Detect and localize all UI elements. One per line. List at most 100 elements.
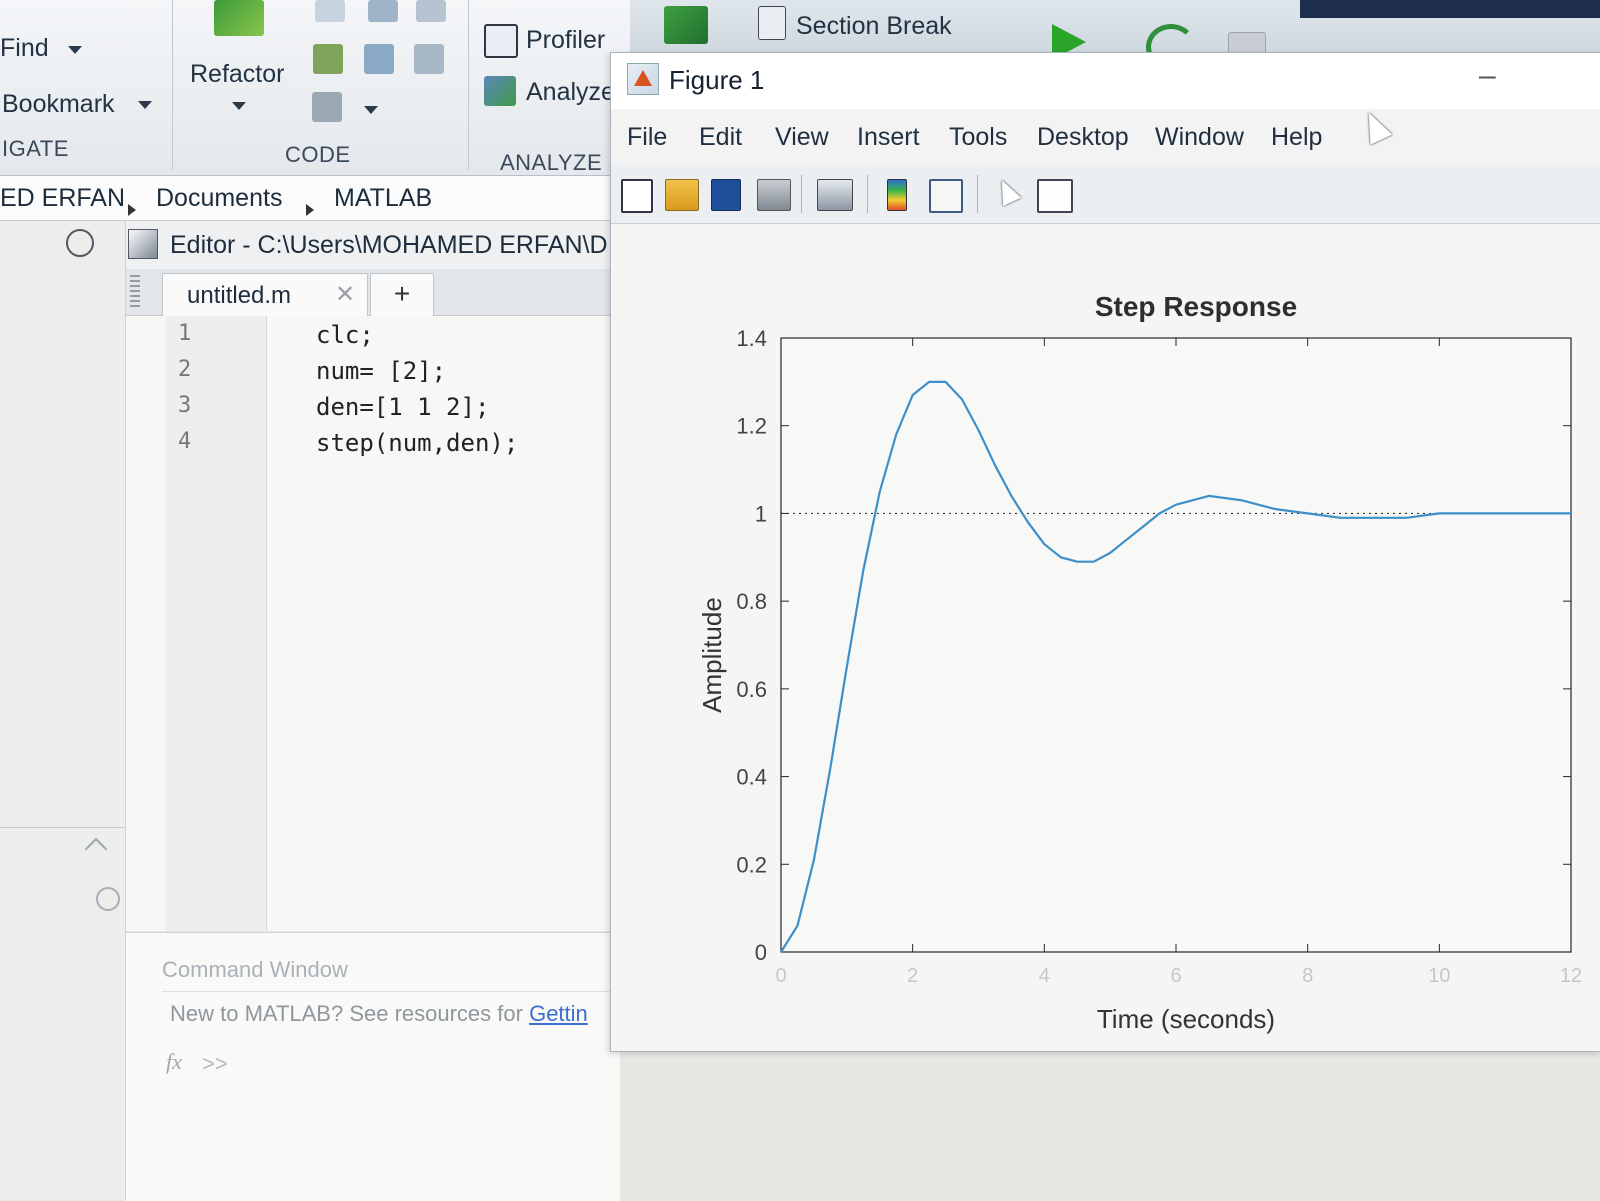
outdent-icon[interactable]: [414, 44, 444, 74]
line-number: 3: [178, 393, 192, 418]
y-tick-label: 0.4: [736, 765, 767, 790]
breadcrumb-separator-icon: [128, 194, 136, 223]
figure-window: Figure 1 – File Edit View Insert Tools D…: [610, 52, 1600, 1052]
panel-actions-icon[interactable]: [66, 229, 94, 257]
toolbar-separator: [867, 175, 868, 213]
editor-tab-bar: untitled.m ✕ +: [126, 269, 620, 316]
new-figure-icon[interactable]: [621, 179, 653, 213]
axes-box: [780, 337, 1572, 953]
bookmark-button[interactable]: Bookmark: [2, 90, 115, 118]
wrap-comments-icon[interactable]: [416, 0, 446, 22]
current-folder-breadcrumb: ED ERFAN Documents MATLAB: [0, 176, 620, 221]
chevron-down-icon[interactable]: [68, 46, 82, 54]
tab-untitled-m[interactable]: untitled.m ✕: [162, 273, 368, 316]
y-tick-label: 1.4: [736, 326, 767, 351]
breadcrumb-item-documents[interactable]: Documents: [156, 184, 283, 212]
window-frame-edge: [1300, 0, 1600, 18]
minimize-button[interactable]: –: [1479, 59, 1496, 92]
code-line[interactable]: num= [2];: [316, 357, 447, 385]
x-tick-label: 6: [1170, 965, 1181, 987]
drag-handle-icon[interactable]: [130, 275, 140, 309]
fx-icon[interactable]: fx: [166, 1049, 182, 1074]
menu-help[interactable]: Help: [1271, 123, 1323, 151]
navigate-section-label: IGATE: [2, 136, 69, 161]
chart-title: Step Response: [1095, 291, 1297, 322]
menu-edit[interactable]: Edit: [699, 123, 743, 151]
chevron-down-icon[interactable]: [232, 102, 246, 110]
command-prompt[interactable]: >>: [202, 1051, 228, 1076]
y-tick-label: 0.2: [736, 852, 767, 877]
editor-panel: Editor - C:\Users\MOHAMED ERFAN\D untitl…: [126, 221, 620, 931]
line-number: 2: [178, 357, 192, 382]
step-response-line: [780, 380, 1571, 953]
y-tick-label: 1.2: [736, 414, 767, 439]
print-icon[interactable]: [757, 179, 791, 211]
menu-tools[interactable]: Tools: [949, 123, 1008, 151]
insert-legend-icon[interactable]: [929, 179, 963, 213]
menu-file[interactable]: File: [627, 123, 668, 151]
figure-titlebar: Figure 1 –: [611, 53, 1600, 109]
menu-desktop[interactable]: Desktop: [1037, 123, 1129, 151]
insert-colorbar-icon[interactable]: [887, 179, 907, 211]
refactor-button[interactable]: Refactor: [190, 60, 285, 88]
editor-title: Editor - C:\Users\MOHAMED ERFAN\D: [170, 231, 608, 259]
y-tick-label: 1: [755, 501, 767, 526]
open-file-icon[interactable]: [665, 179, 699, 211]
line-number: 4: [178, 429, 192, 454]
link-plot-icon[interactable]: [817, 179, 853, 211]
smart-indent-icon[interactable]: [313, 44, 343, 74]
editor-titlebar: Editor - C:\Users\MOHAMED ERFAN\D: [126, 221, 620, 270]
menu-insert[interactable]: Insert: [857, 123, 920, 151]
section-break-button[interactable]: Section Break: [796, 12, 952, 40]
chevron-up-icon[interactable]: [84, 837, 108, 861]
mouse-pointer-icon: [1357, 107, 1393, 145]
save-icon[interactable]: [711, 179, 741, 211]
menu-view[interactable]: View: [775, 123, 829, 151]
code-line[interactable]: step(num,den);: [316, 429, 519, 457]
getting-started-link[interactable]: Gettin: [529, 1001, 588, 1026]
x-axis-label: Time (seconds): [1097, 1004, 1275, 1034]
matlab-peak-shape: [634, 70, 652, 86]
comment-icon[interactable]: [315, 0, 345, 22]
new-tab-button[interactable]: +: [370, 273, 434, 316]
profiler-icon[interactable]: [484, 24, 518, 58]
panel-divider: [0, 827, 125, 828]
indent-icon[interactable]: [364, 44, 394, 74]
ribbon-divider: [468, 0, 469, 170]
breadcrumb-item-matlab[interactable]: MATLAB: [334, 184, 433, 212]
find-button[interactable]: Find: [0, 34, 49, 62]
edit-plot-icon[interactable]: [992, 175, 1022, 209]
breadcrumb-item-user[interactable]: ED ERFAN: [0, 184, 126, 212]
y-tick-label: 0.6: [736, 677, 767, 702]
command-window: Command Window New to MATLAB? See resour…: [126, 932, 620, 1201]
run-section-icon[interactable]: [664, 6, 708, 44]
ribbon-divider: [172, 0, 173, 170]
y-tick-label: 0.8: [736, 589, 767, 614]
code-line[interactable]: den=[1 1 2];: [316, 393, 490, 421]
menu-window[interactable]: Window: [1155, 123, 1244, 151]
arrow-shape: [992, 175, 1022, 207]
figure-toolbar: [611, 165, 1600, 224]
line-number: 1: [178, 321, 192, 346]
x-tick-label: 12: [1560, 965, 1582, 987]
code-line[interactable]: clc;: [316, 321, 374, 349]
refactor-icon[interactable]: [214, 0, 264, 36]
analyze-icon[interactable]: [484, 76, 516, 106]
chevron-down-icon[interactable]: [364, 106, 378, 114]
getting-started-message: New to MATLAB? See resources for Gettin: [170, 1001, 588, 1027]
section-break-icon[interactable]: [758, 6, 786, 40]
panel-actions-icon[interactable]: [96, 887, 120, 911]
x-tick-label: 10: [1428, 965, 1450, 987]
chevron-down-icon[interactable]: [138, 101, 152, 109]
analyze-button[interactable]: Analyze: [526, 78, 615, 106]
insert-function-icon[interactable]: [312, 92, 342, 122]
figure-title: Figure 1: [669, 65, 765, 95]
figure-menubar: File Edit View Insert Tools Desktop Wind…: [611, 107, 1600, 165]
close-tab-icon[interactable]: ✕: [335, 281, 356, 308]
analyze-section-label: ANALYZE: [500, 150, 603, 175]
toolbar-separator: [801, 175, 802, 213]
command-window-title: Command Window: [162, 957, 348, 982]
profiler-button[interactable]: Profiler: [526, 26, 606, 54]
property-inspector-icon[interactable]: [1037, 179, 1073, 213]
uncomment-icon[interactable]: [368, 0, 398, 22]
